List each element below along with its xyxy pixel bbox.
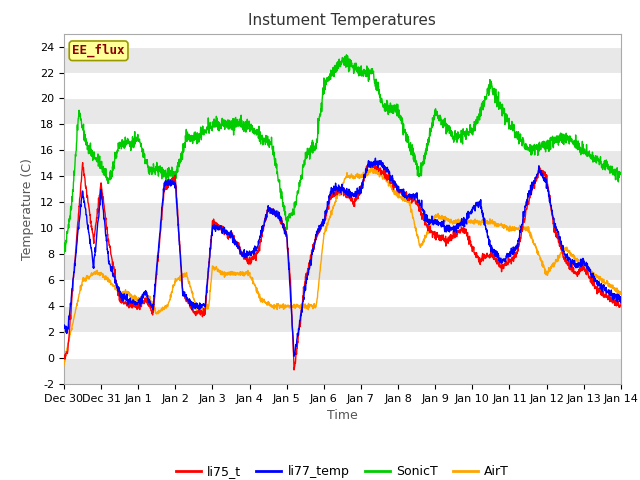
li75_t [602,293,609,299]
li77_temp [331,188,339,193]
X-axis label: Time: Time [327,409,358,422]
Line: li77_temp: li77_temp [64,158,621,356]
li75_t [331,192,339,198]
li77_temp [316,224,324,230]
AirT [601,281,609,287]
SonicT [499,109,506,115]
Line: SonicT: SonicT [64,55,621,253]
li77_temp [372,156,380,161]
Text: EE_flux: EE_flux [72,44,125,58]
Line: AirT: AirT [64,168,621,366]
AirT [499,222,506,228]
SonicT [601,161,609,167]
li75_t [601,293,609,299]
Y-axis label: Temperature (C): Temperature (C) [22,158,35,260]
li77_temp [602,287,609,293]
Bar [64,358,621,384]
li75_t [369,159,377,165]
AirT [60,363,68,369]
li77_temp [88,255,96,261]
AirT [601,280,609,286]
li75_t [88,229,96,235]
Legend: li75_t, li77_temp, SonicT, AirT: li75_t, li77_temp, SonicT, AirT [171,460,514,480]
li75_t [60,355,68,360]
AirT [331,202,339,207]
li77_temp [499,257,507,263]
li77_temp [601,288,609,294]
AirT [369,166,376,171]
SonicT [617,171,625,177]
Bar [64,150,621,176]
Bar [64,254,621,280]
li75_t [617,302,625,308]
li75_t [499,261,507,267]
Title: Instument Temperatures: Instument Temperatures [248,13,436,28]
SonicT [342,52,350,58]
SonicT [88,148,96,154]
SonicT [601,157,609,163]
AirT [316,269,324,275]
SonicT [316,111,324,117]
SonicT [60,251,68,256]
li77_temp [60,323,68,329]
SonicT [331,62,339,68]
Bar [64,47,621,72]
Bar [64,98,621,124]
li75_t [316,225,324,231]
li77_temp [617,300,625,306]
AirT [88,272,96,278]
Bar [64,306,621,332]
li77_temp [290,353,298,359]
Bar [64,202,621,228]
AirT [617,290,625,296]
Line: li75_t: li75_t [64,162,621,370]
li75_t [290,367,298,373]
